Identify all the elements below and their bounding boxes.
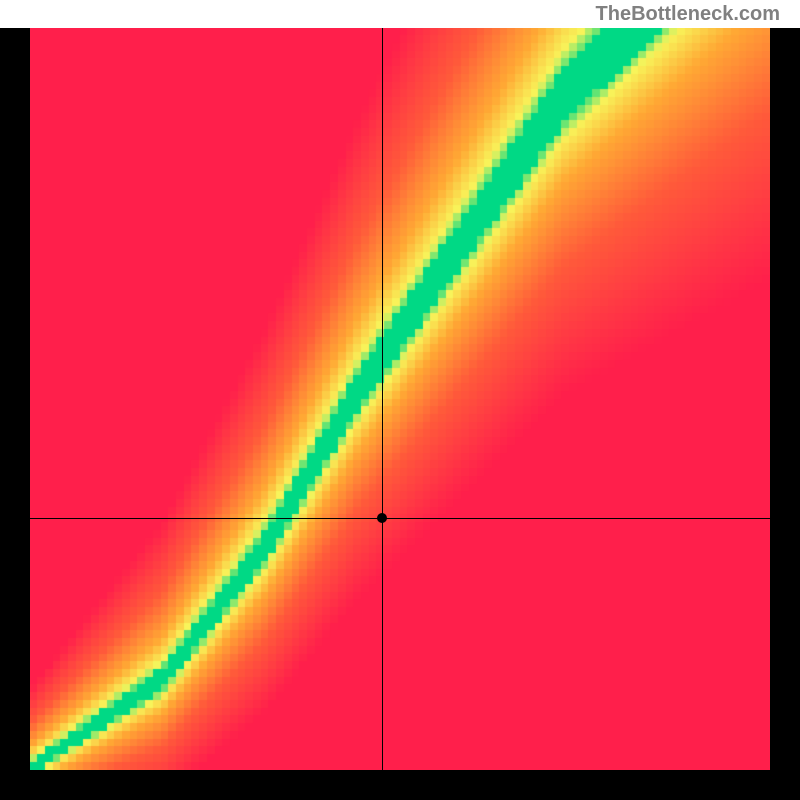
crosshair-horizontal [30, 518, 770, 519]
crosshair-marker [377, 513, 387, 523]
watermark-text: TheBottleneck.com [596, 3, 780, 26]
crosshair-vertical [382, 28, 383, 770]
plot-area [30, 28, 770, 770]
heatmap-canvas [30, 28, 770, 770]
chart-frame [0, 28, 800, 800]
header: TheBottleneck.com [0, 0, 800, 28]
